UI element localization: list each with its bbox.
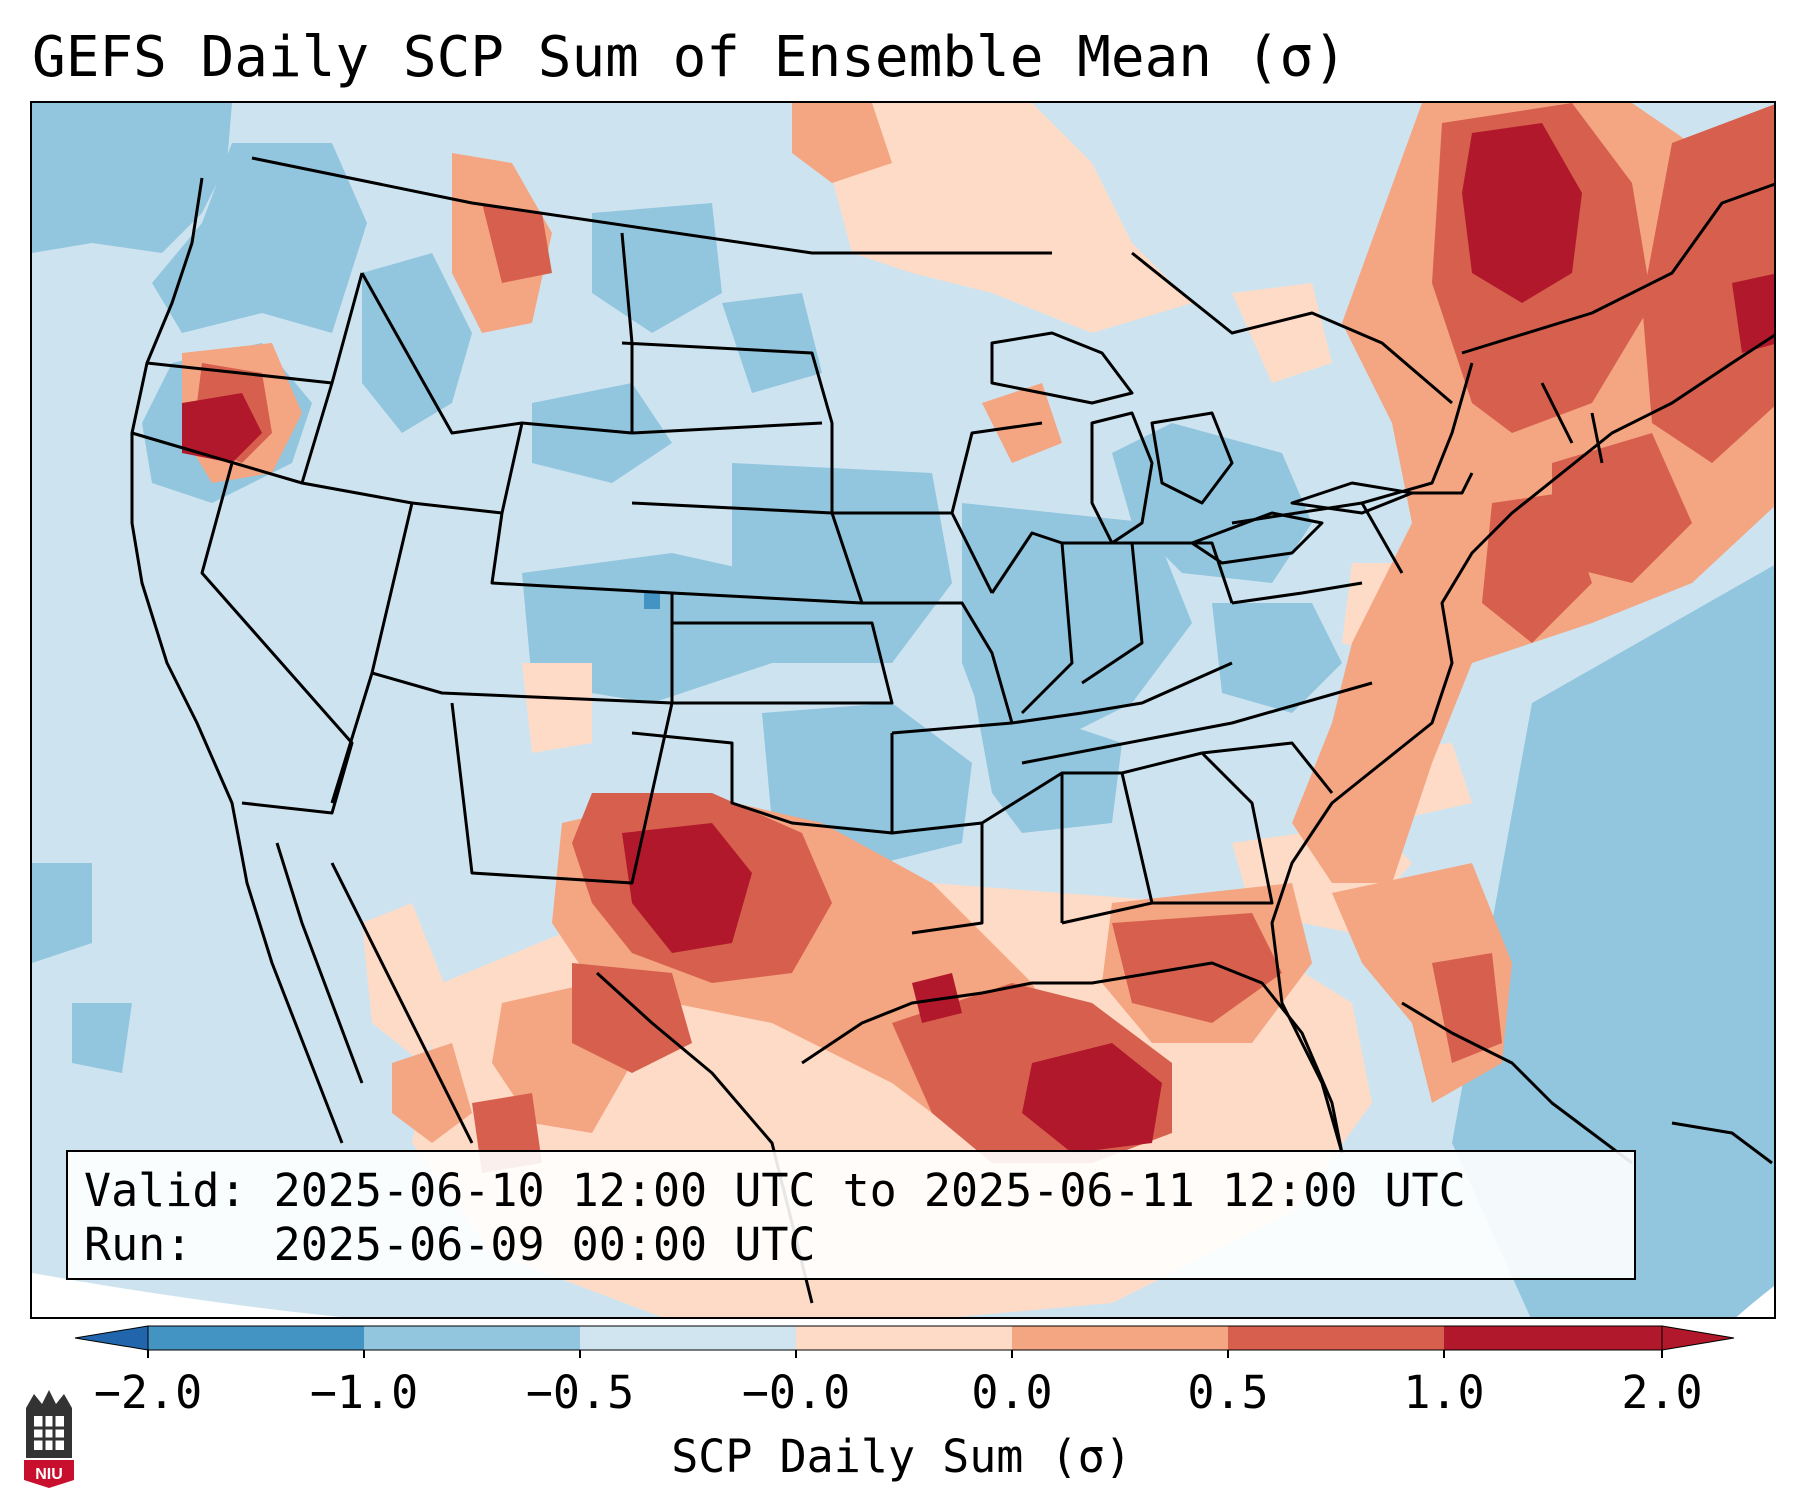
map-panel — [30, 101, 1776, 1319]
colorbar-tick-label: −2.0 — [93, 1366, 203, 1419]
colorbar-bin — [580, 1326, 796, 1350]
canada-border — [251, 156, 1774, 405]
projection-edge-right — [1736, 1286, 1774, 1317]
colorbar-bin — [148, 1326, 364, 1350]
run-time: 2025-06-09 00:00 UTC — [273, 1218, 816, 1271]
great-lakes — [990, 331, 1414, 565]
projection-edge — [32, 1273, 342, 1317]
colorbar-bin — [1228, 1326, 1444, 1350]
valid-range: 2025-06-10 12:00 UTC to 2025-06-11 12:00… — [273, 1164, 1466, 1217]
colorbar-bin — [1012, 1326, 1228, 1350]
colorbar-segments — [147, 1325, 1663, 1351]
colorbar-extend-low — [74, 1325, 149, 1351]
colorbar — [74, 1325, 1735, 1358]
chart-title: GEFS Daily SCP Sum of Ensemble Mean (σ) — [32, 25, 1347, 90]
dark-red-anomaly-regions — [182, 123, 1774, 1153]
cuba — [1401, 1001, 1633, 1165]
colorbar-label: SCP Daily Sum (σ) — [671, 1430, 1132, 1483]
political-boundaries — [130, 156, 1774, 1304]
colorbar-ticks — [147, 1350, 1663, 1358]
colorbar-tick-label: 0.0 — [971, 1366, 1053, 1419]
niu-logo: NIU — [24, 1390, 74, 1488]
colorbar-bin — [796, 1326, 1012, 1350]
east-coast — [1270, 333, 1774, 1154]
niu-logo-text: NIU — [35, 1466, 63, 1483]
dark-blue-cell — [644, 593, 660, 609]
colorbar-tick-label: −0.0 — [741, 1366, 851, 1419]
colorbar-tick-label: 1.0 — [1403, 1366, 1485, 1419]
valid-run-info-box: Valid: 2025-06-10 12:00 UTC to 2025-06-1… — [66, 1150, 1636, 1280]
scp-map — [32, 103, 1774, 1317]
west-coast — [130, 177, 344, 1144]
colorbar-tick-label: 0.5 — [1187, 1366, 1269, 1419]
colorbar-extend-high — [1661, 1325, 1735, 1351]
run-label: Run: — [84, 1218, 193, 1271]
colorbar-tick-label: −1.0 — [309, 1366, 419, 1419]
valid-label: Valid: — [84, 1164, 247, 1217]
colorbar-tick-label: −0.5 — [525, 1366, 635, 1419]
colorbar-tick-label: 2.0 — [1621, 1366, 1703, 1419]
colorbar-bin — [1444, 1326, 1662, 1350]
colorbar-bin — [364, 1326, 580, 1350]
